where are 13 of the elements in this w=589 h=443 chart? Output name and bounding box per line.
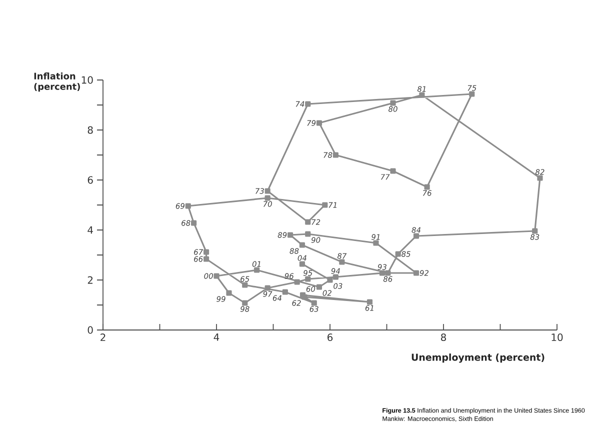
x-tick-label: 4 bbox=[214, 334, 220, 341]
x-tick-label: 6 bbox=[328, 334, 333, 342]
x-axis-title: Unemployment (percent) bbox=[412, 354, 544, 363]
x-tick-label: 10 bbox=[552, 334, 563, 342]
x-tick-label: 2 bbox=[100, 334, 106, 341]
y-tick-label: 8 bbox=[88, 126, 93, 134]
y-axis-title: Inflation (percent) bbox=[34, 72, 80, 92]
y-tick-label: 2 bbox=[88, 276, 93, 284]
y-tick-label: 0 bbox=[88, 326, 93, 334]
y-tick-label: 6 bbox=[88, 176, 93, 184]
y-tick-label: 4 bbox=[88, 226, 93, 234]
y-tick-label: 10 bbox=[82, 76, 93, 84]
x-tick-label: 8 bbox=[441, 334, 446, 342]
